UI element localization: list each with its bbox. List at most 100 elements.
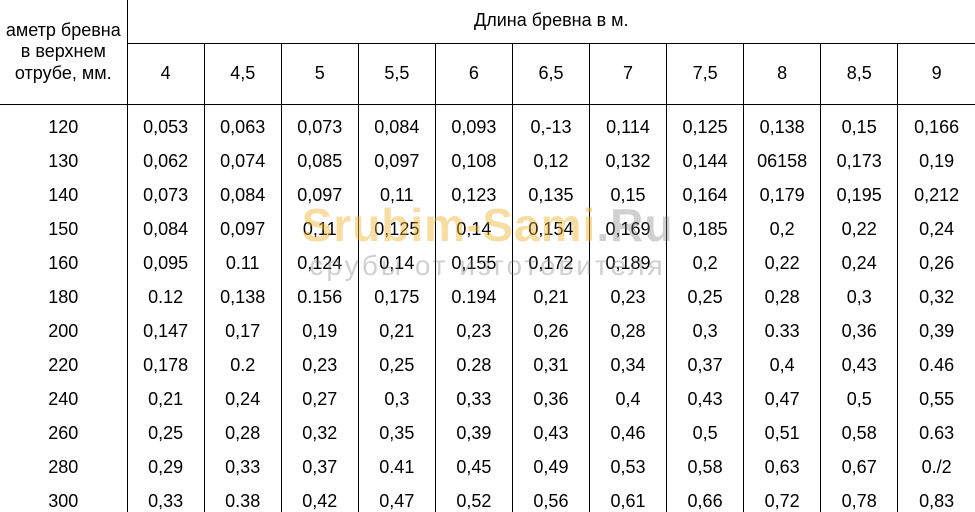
cell: 0,31 <box>512 349 589 383</box>
cell: 0.28 <box>435 349 512 383</box>
col-header: 8,5 <box>821 43 898 104</box>
cell: 0,4 <box>589 383 666 417</box>
cell: 0,154 <box>512 213 589 247</box>
cell: 0,124 <box>281 247 358 281</box>
cell: 0,21 <box>512 281 589 315</box>
cell: 0,3 <box>358 383 435 417</box>
cell: 0,085 <box>281 145 358 179</box>
cell: 0.46 <box>898 349 975 383</box>
cell: 0,195 <box>821 179 898 213</box>
table-row: 2000,1470,170,190,210,230,260,280,30.330… <box>0 315 975 349</box>
col-header: 7,5 <box>667 43 744 104</box>
table-row: 3000,330.380,420,470,520,560,610,660,720… <box>0 485 975 512</box>
cell: 0,42 <box>281 485 358 512</box>
span-header: Длина бревна в м. <box>127 0 975 43</box>
cell: 0,3 <box>667 315 744 349</box>
cell: 0,28 <box>744 281 821 315</box>
cell: 0,14 <box>435 213 512 247</box>
cell: 0./2 <box>898 451 975 485</box>
cell: 0,173 <box>821 145 898 179</box>
cell: 0,125 <box>358 213 435 247</box>
cell: 0,27 <box>281 383 358 417</box>
col-header: 4 <box>127 43 204 104</box>
cell: 0,32 <box>281 417 358 451</box>
cell: 0,19 <box>898 145 975 179</box>
table-body: 1200,0530,0630,0730,0840,0930,-130,1140,… <box>0 105 975 512</box>
cell: 0,3 <box>821 281 898 315</box>
cell: 0,23 <box>589 281 666 315</box>
cell: 0,51 <box>744 417 821 451</box>
col-header: 5,5 <box>358 43 435 104</box>
cell: 0,178 <box>127 349 204 383</box>
cell: 0,144 <box>667 145 744 179</box>
cell: 0,25 <box>667 281 744 315</box>
cell: 0,47 <box>744 383 821 417</box>
cell: 0,074 <box>204 145 281 179</box>
cell: 0,062 <box>127 145 204 179</box>
cell: 0,097 <box>281 179 358 213</box>
table-row: 1800.120,1380.1560,1750.1940,210,230,250… <box>0 281 975 315</box>
cell: 0,49 <box>512 451 589 485</box>
cell: 0,073 <box>281 105 358 146</box>
cell: 0,23 <box>281 349 358 383</box>
cell: 0,55 <box>898 383 975 417</box>
cell: 0,53 <box>589 451 666 485</box>
col-header: 6,5 <box>512 43 589 104</box>
col-header: 6 <box>435 43 512 104</box>
row-header: 180 <box>0 281 127 315</box>
cell: 0.12 <box>127 281 204 315</box>
cell: 0,28 <box>589 315 666 349</box>
cell: 0,169 <box>589 213 666 247</box>
cell: 0,14 <box>358 247 435 281</box>
cell: 0,138 <box>204 281 281 315</box>
cell: 0,34 <box>589 349 666 383</box>
cell: 0,212 <box>898 179 975 213</box>
row-header: 220 <box>0 349 127 383</box>
cell: 0,084 <box>358 105 435 146</box>
cell: 0,78 <box>821 485 898 512</box>
col-header: 4,5 <box>204 43 281 104</box>
row-header: 240 <box>0 383 127 417</box>
row-header: 200 <box>0 315 127 349</box>
cell: 0,135 <box>512 179 589 213</box>
cell: 0,093 <box>435 105 512 146</box>
cell: 0,166 <box>898 105 975 146</box>
cell: 0,19 <box>281 315 358 349</box>
cell: 0,189 <box>589 247 666 281</box>
cell: 0,155 <box>435 247 512 281</box>
corner-header: аметр бревна в верхнем отрубе, мм. <box>0 0 127 105</box>
cell: 0,084 <box>204 179 281 213</box>
table-row: 2800,290,330,370.410,450,490,530,580,630… <box>0 451 975 485</box>
cell: 0,25 <box>127 417 204 451</box>
cell: 0,21 <box>358 315 435 349</box>
cell: 0,43 <box>667 383 744 417</box>
cell: 0,5 <box>667 417 744 451</box>
cell: 0,56 <box>512 485 589 512</box>
row-header: 280 <box>0 451 127 485</box>
cell: 0,15 <box>821 105 898 146</box>
cell: 0,23 <box>435 315 512 349</box>
cell: 0,2 <box>667 247 744 281</box>
cell: 0,33 <box>204 451 281 485</box>
cell: 0,114 <box>589 105 666 146</box>
row-header: 120 <box>0 105 127 146</box>
column-headers-row: 4 4,5 5 5,5 6 6,5 7 7,5 8 8,5 9 <box>0 43 975 104</box>
cell: 0,11 <box>358 179 435 213</box>
cell: 0,33 <box>127 485 204 512</box>
cell: 0,17 <box>204 315 281 349</box>
cell: 06158 <box>744 145 821 179</box>
cell: 0,66 <box>667 485 744 512</box>
cell: 0,67 <box>821 451 898 485</box>
cell: 0,108 <box>435 145 512 179</box>
page-root: аметр бревна в верхнем отрубе, мм. Длина… <box>0 0 975 512</box>
col-header: 9 <box>898 43 975 104</box>
cell: 0.41 <box>358 451 435 485</box>
cell: 0.11 <box>204 247 281 281</box>
cell: 0,58 <box>821 417 898 451</box>
cell: 0,83 <box>898 485 975 512</box>
cell: 0,2 <box>744 213 821 247</box>
cell: 0,45 <box>435 451 512 485</box>
cell: 0,26 <box>898 247 975 281</box>
table-row: 1600,0950.110,1240,140,1550,1720,1890,20… <box>0 247 975 281</box>
cell: 0,37 <box>281 451 358 485</box>
